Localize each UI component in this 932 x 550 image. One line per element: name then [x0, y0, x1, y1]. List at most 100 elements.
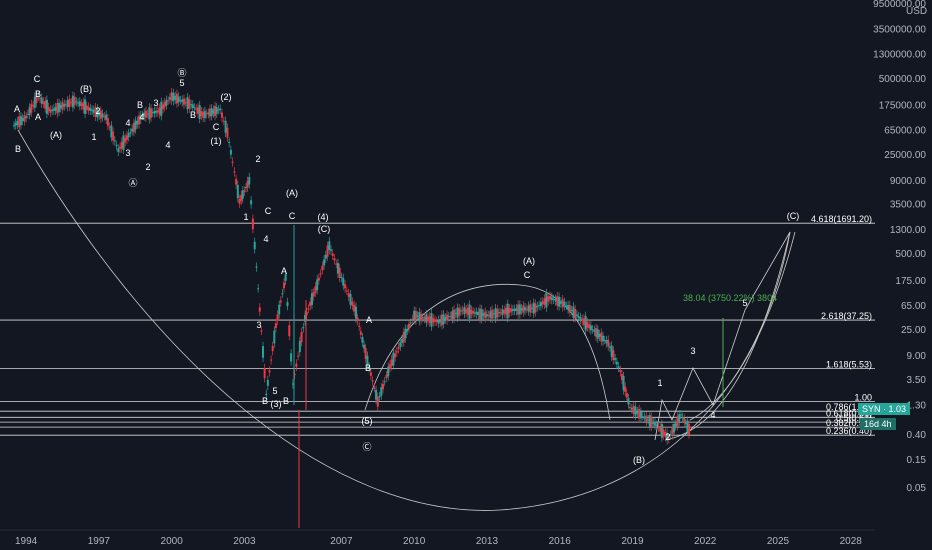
candle-body-91	[170, 92, 173, 101]
candle-body-52	[103, 116, 106, 118]
fib-label-4: 0.786(1.03)	[826, 402, 872, 412]
candle-body-197	[353, 304, 356, 312]
candle-body-386	[681, 417, 684, 419]
wave-label-20: (2)	[221, 92, 232, 102]
candle-body-249	[442, 314, 445, 325]
candle-body-289	[511, 309, 514, 312]
candle-body-136	[248, 177, 251, 185]
wave-label-2: B	[35, 89, 41, 99]
candle-body-373	[659, 426, 662, 432]
y-tick-label-12: 65.00	[901, 301, 926, 312]
candle-body-112	[207, 112, 210, 115]
candle-body-285	[505, 307, 507, 315]
candle-body-316	[559, 301, 562, 304]
candle-body-339	[600, 332, 603, 342]
candle-body-82	[155, 110, 158, 113]
candle-body-166	[298, 340, 301, 353]
candle-body-265	[470, 309, 473, 315]
candle-body-323	[572, 306, 575, 318]
candle-body-7	[25, 116, 28, 119]
candle-body-342	[605, 339, 608, 344]
candle-body-62	[120, 141, 123, 149]
candle-body-312	[552, 298, 555, 300]
wave-label-14: B	[137, 100, 143, 110]
y-tick-label-2: 1300000.00	[873, 49, 926, 60]
candle-body-19	[45, 99, 48, 114]
candle-body-145	[263, 368, 266, 379]
candle-body-247	[439, 319, 442, 323]
candle-body-33	[70, 102, 73, 104]
candle-body-243	[432, 318, 435, 323]
candle-body-353	[624, 386, 627, 392]
candle-body-116	[214, 105, 217, 117]
candle-body-127	[233, 171, 236, 173]
x-tick-label-2: 2000	[161, 536, 184, 547]
candle-body-272	[482, 313, 485, 316]
candle-body-92	[172, 92, 175, 102]
candle-body-208	[371, 380, 374, 382]
x-tick-label-1: 1997	[88, 536, 111, 547]
candle-body-17	[42, 101, 45, 105]
candle-body-346	[612, 350, 615, 361]
candle-body-24	[54, 107, 57, 111]
candle-body-325	[575, 314, 578, 317]
candle-body-107	[198, 105, 201, 119]
candle-body-115	[212, 109, 215, 114]
candle-body-195	[349, 294, 352, 305]
candle-body-248	[440, 314, 443, 326]
y-tick-label-9: 1300.00	[890, 225, 927, 236]
wave-label-27: (4)	[318, 212, 329, 222]
candle-body-268	[475, 311, 478, 315]
wave-label-13: 4	[139, 112, 144, 122]
candle-body-368	[650, 416, 653, 427]
wave-label-9: 4	[125, 118, 130, 128]
candle-body-192	[344, 284, 347, 289]
candle-body-39	[80, 103, 83, 106]
candle-body-329	[582, 318, 585, 325]
candle-body-209	[373, 387, 376, 389]
time-axis[interactable]: 1994 1997 2000 2003 2007 2010 2013 2016 2019 2022…	[0, 529, 875, 547]
candle-body-164	[295, 363, 298, 367]
candle-body-104	[193, 107, 196, 109]
candle-body-152	[274, 323, 277, 328]
wave-label-8: 1	[91, 132, 96, 142]
candle-body-2	[16, 120, 19, 126]
wave-label-23: 2	[255, 154, 260, 164]
candle-body-103	[191, 104, 194, 108]
y-tick-label-15: 3.50	[907, 375, 927, 386]
y-tick-label-19: 0.05	[907, 483, 927, 494]
candle-body-354	[625, 392, 628, 398]
candle-body-241	[428, 315, 431, 323]
candle-body-132	[241, 190, 244, 199]
candle-body-347	[614, 358, 617, 361]
candle-body-381	[673, 423, 676, 433]
price-spikes	[293, 225, 307, 528]
candle-body-90	[168, 97, 171, 100]
candle-body-308	[545, 292, 548, 308]
wave-label-46: 3	[690, 346, 695, 356]
candle-body-155	[279, 300, 282, 303]
candle-body-226	[402, 331, 405, 343]
candle-body-261	[463, 307, 466, 315]
wave-label-19: B	[190, 110, 196, 120]
candle-body-126	[231, 161, 234, 163]
candle-body-200	[358, 325, 361, 327]
candle-body-159	[286, 302, 289, 307]
candle-body-63	[122, 135, 125, 150]
candle-body-244	[433, 319, 436, 322]
candle-body-201	[359, 331, 362, 335]
fib-label-1: 2.618(37.25)	[821, 311, 872, 321]
candle-body-165	[297, 355, 300, 357]
price-axis[interactable]: 9500000.00 3500000.00 1300000.00 500000.00 1…	[873, 0, 926, 494]
candle-body-232	[413, 310, 416, 320]
wave-label-31: C	[265, 206, 272, 216]
candle-body-221	[394, 353, 397, 358]
candle-body-236	[420, 313, 423, 321]
candle-body-328	[581, 318, 584, 322]
candle-body-352	[622, 376, 625, 391]
candle-body-191	[342, 277, 345, 286]
candle-body-304	[538, 305, 541, 307]
candle-body-330	[584, 315, 587, 331]
